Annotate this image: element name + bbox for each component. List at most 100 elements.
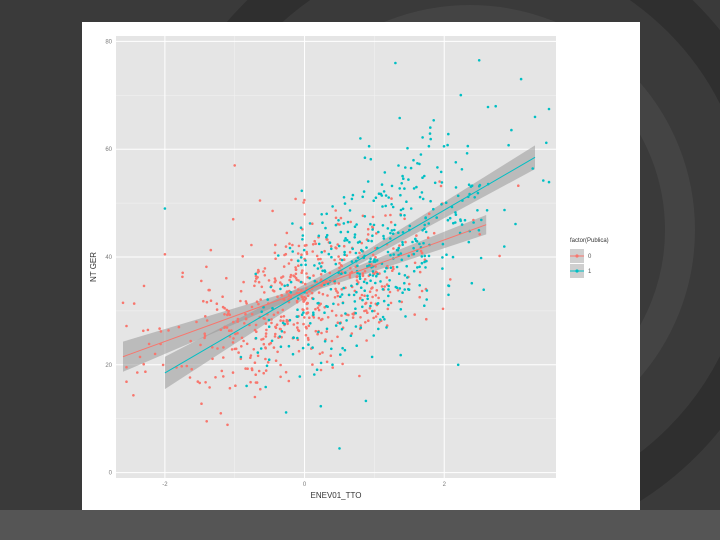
data-point-series-1 bbox=[330, 247, 333, 251]
data-point-series-1 bbox=[325, 233, 329, 237]
data-point-series-0 bbox=[349, 220, 353, 224]
data-point-series-0 bbox=[517, 184, 520, 187]
data-point-series-1 bbox=[377, 230, 380, 234]
data-point-series-1 bbox=[355, 223, 358, 226]
data-point-series-1 bbox=[325, 235, 328, 239]
data-point-series-1 bbox=[447, 132, 450, 136]
data-point-series-1 bbox=[394, 61, 397, 65]
data-point-series-1 bbox=[404, 315, 407, 318]
data-point-series-0 bbox=[388, 290, 392, 294]
data-point-series-0 bbox=[280, 293, 283, 297]
data-point-series-0 bbox=[374, 294, 378, 297]
data-point-series-1 bbox=[470, 281, 474, 285]
data-point-series-1 bbox=[365, 281, 369, 285]
data-point-series-1 bbox=[349, 334, 353, 338]
data-point-series-0 bbox=[305, 272, 308, 275]
data-point-series-1 bbox=[476, 191, 480, 195]
data-point-series-0 bbox=[280, 283, 284, 286]
data-point-series-1 bbox=[383, 318, 386, 321]
data-point-series-0 bbox=[432, 231, 436, 235]
data-point-series-1 bbox=[401, 243, 405, 246]
data-point-series-0 bbox=[262, 371, 265, 375]
data-point-series-0 bbox=[266, 361, 270, 364]
data-point-series-0 bbox=[366, 311, 369, 315]
data-point-series-1 bbox=[269, 285, 273, 289]
data-point-series-1 bbox=[403, 288, 407, 291]
data-point-series-1 bbox=[308, 276, 311, 280]
data-point-series-0 bbox=[241, 255, 244, 258]
data-point-series-1 bbox=[399, 353, 403, 357]
data-point-series-0 bbox=[254, 274, 258, 278]
data-point-series-1 bbox=[344, 237, 347, 240]
data-point-series-1 bbox=[279, 345, 283, 349]
data-point-series-0 bbox=[307, 324, 311, 328]
data-point-series-0 bbox=[370, 263, 373, 266]
data-point-series-1 bbox=[400, 182, 404, 185]
data-point-series-1 bbox=[403, 281, 406, 285]
data-point-series-0 bbox=[341, 362, 344, 366]
data-point-series-1 bbox=[342, 286, 346, 290]
data-point-series-0 bbox=[317, 316, 321, 320]
data-point-series-1 bbox=[325, 304, 328, 308]
data-point-series-1 bbox=[470, 184, 474, 187]
data-point-series-1 bbox=[334, 262, 338, 266]
data-point-series-0 bbox=[384, 214, 387, 217]
data-point-series-1 bbox=[345, 319, 348, 322]
data-point-series-1 bbox=[390, 203, 393, 206]
data-point-series-1 bbox=[267, 358, 271, 362]
data-point-series-0 bbox=[385, 276, 389, 279]
data-point-series-0 bbox=[317, 308, 321, 312]
data-point-series-1 bbox=[343, 250, 346, 254]
data-point-series-1 bbox=[334, 223, 338, 227]
fit-line-series-0 bbox=[122, 224, 487, 358]
data-point-series-0 bbox=[333, 258, 336, 262]
data-point-series-1 bbox=[330, 255, 333, 259]
data-point-series-0 bbox=[208, 386, 211, 389]
data-point-series-1 bbox=[367, 144, 371, 148]
data-point-series-0 bbox=[372, 316, 375, 320]
data-point-series-0 bbox=[315, 254, 319, 258]
data-point-series-1 bbox=[547, 107, 551, 111]
data-point-series-1 bbox=[454, 161, 458, 164]
data-point-series-1 bbox=[291, 352, 295, 356]
data-point-series-1 bbox=[296, 297, 300, 300]
data-point-series-0 bbox=[312, 316, 316, 319]
data-point-series-1 bbox=[439, 170, 443, 174]
data-point-series-0 bbox=[336, 321, 340, 325]
data-point-series-1 bbox=[358, 272, 362, 276]
data-point-series-0 bbox=[200, 402, 203, 406]
data-point-series-1 bbox=[385, 326, 388, 329]
data-point-series-1 bbox=[341, 301, 345, 305]
data-point-series-1 bbox=[420, 261, 424, 265]
data-point-series-0 bbox=[376, 312, 380, 316]
data-point-series-1 bbox=[412, 158, 415, 162]
data-point-series-0 bbox=[262, 317, 265, 320]
data-point-series-1 bbox=[345, 238, 349, 242]
data-point-series-0 bbox=[427, 212, 431, 216]
data-point-series-1 bbox=[446, 143, 449, 147]
x-tick-label: 2 bbox=[443, 482, 447, 488]
data-point-series-1 bbox=[441, 242, 445, 246]
data-point-series-1 bbox=[329, 287, 333, 291]
data-point-series-0 bbox=[196, 380, 200, 383]
data-point-series-1 bbox=[291, 250, 294, 253]
data-point-series-1 bbox=[399, 193, 402, 197]
data-point-series-1 bbox=[418, 162, 421, 166]
data-point-series-1 bbox=[320, 250, 323, 254]
data-point-series-1 bbox=[412, 252, 416, 256]
data-point-series-1 bbox=[382, 299, 386, 303]
data-point-series-1 bbox=[356, 256, 360, 260]
data-point-series-1 bbox=[395, 286, 399, 290]
data-point-series-0 bbox=[300, 271, 303, 274]
data-point-series-0 bbox=[310, 291, 314, 295]
data-point-series-0 bbox=[305, 291, 309, 295]
data-point-series-0 bbox=[239, 289, 243, 293]
data-point-series-1 bbox=[424, 266, 427, 269]
data-point-series-0 bbox=[294, 276, 298, 280]
data-point-series-1 bbox=[340, 293, 344, 296]
data-point-series-0 bbox=[250, 368, 254, 372]
data-point-series-0 bbox=[209, 299, 213, 303]
data-point-series-1 bbox=[319, 361, 323, 365]
data-point-series-0 bbox=[418, 295, 422, 299]
